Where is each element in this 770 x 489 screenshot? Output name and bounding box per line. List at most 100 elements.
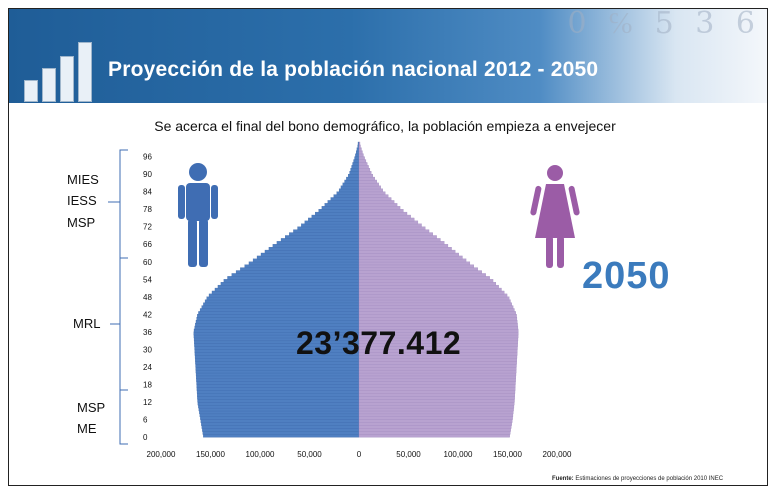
slide-frame — [8, 8, 768, 486]
bar-chart-logo-icon — [24, 40, 98, 102]
male-bar-age-41 — [197, 314, 360, 318]
age-tick-label: 24 — [143, 363, 152, 372]
female-bar-age-8 — [358, 410, 514, 415]
female-bar-age-23 — [358, 366, 517, 371]
male-bar-age-92 — [351, 165, 360, 169]
female-bar-age-50 — [358, 287, 502, 292]
male-bar-age-40 — [196, 317, 360, 321]
female-bar-age-87 — [358, 179, 377, 184]
male-bar-age-24 — [195, 363, 360, 368]
female-bar-age-18 — [358, 381, 516, 385]
x-tick-label: 0 — [357, 450, 362, 459]
female-bar-age-93 — [358, 162, 368, 166]
female-bar-age-43 — [358, 308, 515, 312]
male-bar-age-71 — [297, 226, 360, 231]
female-bar-age-9 — [358, 407, 514, 412]
female-bar-age-51 — [358, 284, 499, 289]
male-bar-age-20 — [196, 375, 360, 380]
male-bar-age-57 — [240, 267, 360, 271]
age-bracket — [108, 149, 128, 445]
female-bar-age-4 — [358, 422, 512, 426]
male-bar-age-7 — [199, 413, 360, 418]
male-bar-age-77 — [318, 209, 360, 213]
male-bar-age-51 — [217, 284, 360, 289]
female-bar-age-75 — [358, 214, 411, 219]
female-bar-age-11 — [358, 401, 515, 406]
female-bar-age-73 — [358, 220, 419, 225]
side-label-msp-top: MSP — [67, 215, 95, 230]
age-tick-label: 48 — [143, 293, 152, 302]
male-bar-age-4 — [201, 422, 360, 426]
female-bar-age-61 — [358, 255, 463, 260]
side-label-mies: MIES — [67, 172, 99, 187]
female-bar-age-66 — [358, 241, 445, 245]
male-bar-age-53 — [223, 279, 360, 283]
male-bar-age-76 — [315, 211, 360, 216]
age-tick-label: 0 — [143, 433, 148, 442]
male-bar-age-95 — [354, 156, 360, 160]
female-bar-age-90 — [358, 171, 372, 175]
male-bar-age-19 — [196, 378, 360, 382]
female-bar-age-74 — [358, 217, 415, 222]
age-tick-label: 90 — [143, 170, 152, 179]
female-bar-age-54 — [358, 276, 490, 280]
male-bar-age-84 — [338, 188, 360, 193]
female-bar-age-60 — [358, 258, 467, 263]
male-bar-age-15 — [196, 390, 360, 394]
male-bar-age-85 — [340, 185, 360, 190]
female-bar-age-17 — [358, 384, 516, 388]
female-bar-age-1 — [358, 431, 511, 435]
male-bar-age-67 — [280, 238, 360, 242]
x-tick-label: 200,000 — [147, 450, 176, 459]
male-bar-age-2 — [202, 428, 360, 432]
female-bar-age-47 — [358, 296, 510, 301]
male-bar-age-22 — [195, 369, 360, 374]
male-bar-age-21 — [195, 372, 360, 377]
male-bar-age-81 — [330, 197, 360, 201]
male-bar-age-80 — [327, 200, 360, 204]
age-tick-label: 54 — [143, 275, 152, 284]
female-bar-age-92 — [358, 165, 369, 169]
male-bar-age-66 — [276, 241, 360, 245]
male-bar-age-98 — [356, 147, 360, 152]
age-tick-label: 78 — [143, 205, 152, 214]
age-tick-label: 72 — [143, 223, 152, 232]
male-bar-age-14 — [197, 393, 360, 397]
male-bar-age-65 — [272, 244, 360, 248]
chart-subtitle: Se acerca el final del bono demográfico,… — [154, 118, 616, 134]
male-bar-age-45 — [203, 302, 360, 307]
male-bar-age-50 — [214, 287, 360, 292]
age-tick-label: 84 — [143, 188, 152, 197]
male-bar-age-83 — [336, 191, 360, 196]
female-bar-age-65 — [358, 244, 449, 248]
male-bar-age-91 — [350, 168, 360, 172]
female-bar-age-53 — [358, 279, 494, 283]
female-bar-age-86 — [358, 182, 379, 187]
female-bar-age-41 — [358, 314, 517, 318]
female-bar-age-57 — [358, 267, 478, 271]
x-tick-label: 100,000 — [444, 450, 473, 459]
female-bar-age-77 — [358, 209, 404, 213]
bracket-bottom — [119, 389, 128, 445]
female-bar-age-85 — [358, 185, 381, 190]
female-bar-age-64 — [358, 246, 452, 251]
female-bar-age-56 — [358, 270, 482, 274]
source-label: Fuente: — [552, 476, 574, 482]
male-bar-age-10 — [198, 404, 360, 409]
bracket-middle — [119, 257, 128, 391]
female-bar-age-39 — [358, 320, 518, 324]
male-bar-age-88 — [346, 176, 360, 181]
female-bar-age-83 — [358, 191, 386, 196]
female-bar-age-91 — [358, 168, 371, 172]
man-icon — [178, 163, 218, 267]
population-axis: 200,000 150,000 100,000 50,000 0 50,000 100,00… — [147, 450, 572, 459]
male-bar-age-64 — [268, 246, 360, 251]
x-tick-label: 50,000 — [297, 450, 322, 459]
female-bar-age-7 — [358, 413, 514, 418]
female-bar-age-58 — [358, 264, 474, 269]
male-bar-age-6 — [200, 416, 360, 420]
age-axis: 0 6 12 18 24 30 36 42 48 54 60 66 72 78 84 90 96 — [143, 153, 152, 442]
female-bar-age-67 — [358, 238, 441, 242]
female-bar-age-94 — [358, 159, 367, 163]
male-bar-age-47 — [206, 296, 360, 301]
